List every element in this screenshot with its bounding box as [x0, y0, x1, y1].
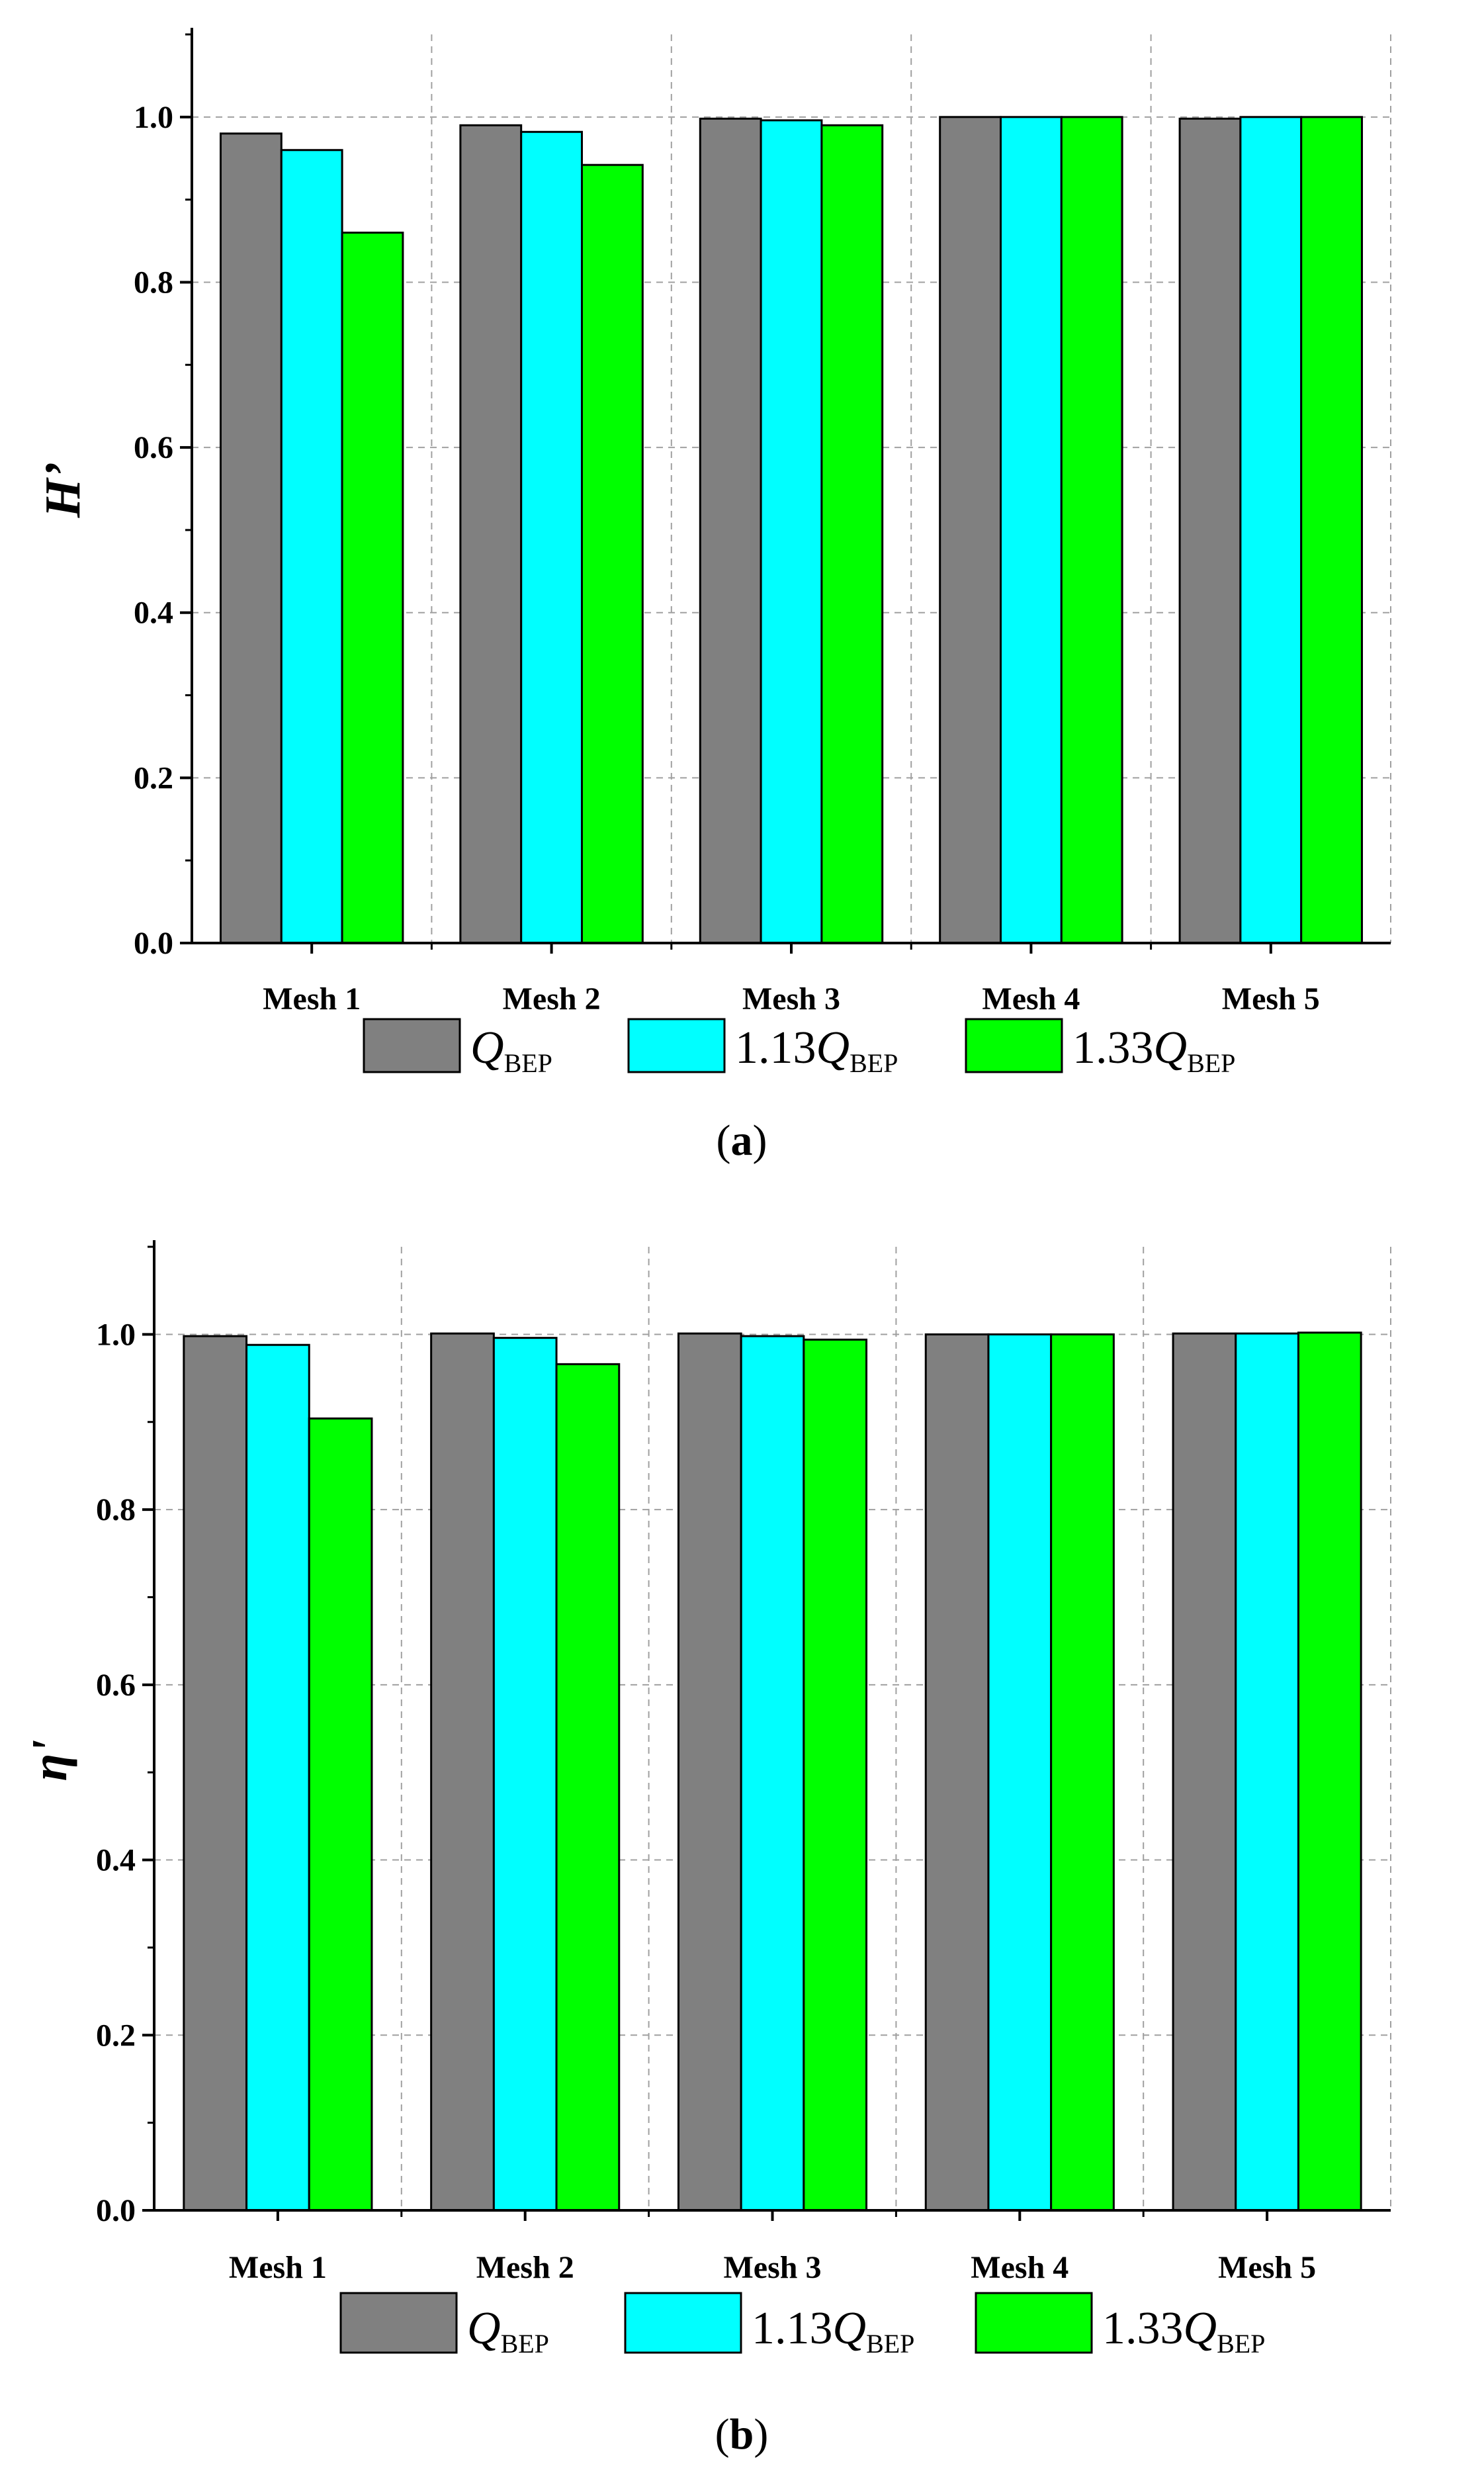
x-tick-label: Mesh 4 — [982, 981, 1080, 1016]
bar-Q_BEP-mesh-1 — [183, 1335, 248, 2212]
y-tick-label: 0.4 — [134, 596, 173, 631]
legend-swatch — [339, 2292, 458, 2354]
bar-133Q_BEP-mesh-2 — [555, 1363, 621, 2212]
y-tick-label: 0.6 — [96, 1668, 136, 1703]
legend-item: QBEP — [363, 1018, 552, 1078]
legend-item: QBEP — [339, 2292, 549, 2359]
bar-133Q_BEP-mesh-5 — [1300, 116, 1364, 944]
y-tick-label: 0.6 — [134, 430, 173, 465]
y-tick-label: 0.0 — [96, 2193, 136, 2228]
bar-Q_BEP-mesh-3 — [699, 117, 762, 944]
legend-label: 1.13QBEP — [735, 1022, 898, 1078]
axes: 0.0 0.2 0.4 0.6 0.8 1.0 Mesh 1 Mesh 2 Mesh 3 Mesh… — [134, 28, 1391, 1016]
legend-swatch — [363, 1018, 461, 1073]
legend-item: 1.13QBEP — [624, 2292, 914, 2359]
bar-Q_BEP-mesh-2 — [430, 1332, 495, 2212]
legend-label: 1.13QBEP — [752, 2303, 914, 2359]
bar-133Q_BEP-mesh-1 — [341, 232, 404, 944]
x-tick-label: Mesh 1 — [229, 2250, 327, 2285]
y-tick-label: 0.4 — [96, 1843, 136, 1878]
legend-label: QBEP — [467, 2303, 549, 2359]
bar-133Q_BEP-mesh-2 — [581, 163, 644, 944]
bar-113Q_BEP-mesh-5 — [1239, 116, 1303, 944]
bar-133Q_BEP-mesh-3 — [803, 1338, 868, 2212]
x-tick-label: Mesh 5 — [1218, 2250, 1316, 2285]
legend-item: 1.33QBEP — [975, 2292, 1265, 2359]
x-tick-label: Mesh 3 — [742, 981, 840, 1016]
bar-113Q_BEP-mesh-1 — [280, 149, 343, 944]
chart-panel-b: 0.0 0.2 0.4 0.6 0.8 1.0 Mesh 1 Mesh 2 Mesh 3 Mesh… — [22, 1240, 1391, 2458]
y-tick-label: 0.8 — [96, 1492, 136, 1527]
bar-133Q_BEP-mesh-5 — [1297, 1331, 1362, 2212]
legend-swatch — [975, 2292, 1093, 2354]
x-tick-label: Mesh 5 — [1222, 981, 1320, 1016]
legend: QBEP 1.13QBEP 1.33QBEP — [339, 2292, 1265, 2359]
x-tick-label: Mesh 4 — [971, 2250, 1069, 2285]
y-axis-title: η' — [22, 1740, 77, 1782]
chart-panel-a: 0.0 0.2 0.4 0.6 0.8 1.0 Mesh 1 Mesh 2 Mesh 3 Mesh… — [35, 28, 1391, 1165]
bar-113Q_BEP-mesh-4 — [999, 116, 1063, 944]
y-tick-label: 0.8 — [134, 265, 173, 300]
x-tick-label: Mesh 2 — [503, 981, 601, 1016]
legend-swatch — [965, 1018, 1063, 1073]
axes: 0.0 0.2 0.4 0.6 0.8 1.0 Mesh 1 Mesh 2 Mesh 3 Mesh… — [96, 1240, 1391, 2285]
bar-Q_BEP-mesh-5 — [1178, 117, 1242, 944]
bar-113Q_BEP-mesh-2 — [520, 130, 584, 944]
legend-label: 1.33QBEP — [1072, 1022, 1235, 1078]
bar-Q_BEP-mesh-5 — [1172, 1332, 1237, 2212]
y-tick-label: 1.0 — [96, 1317, 136, 1352]
y-tick-label: 0.0 — [134, 926, 173, 961]
bar-Q_BEP-mesh-4 — [939, 116, 1002, 944]
bar-Q_BEP-mesh-2 — [459, 124, 523, 944]
bar-133Q_BEP-mesh-4 — [1050, 1333, 1115, 2212]
bar-Q_BEP-mesh-3 — [677, 1332, 742, 2212]
y-tick-label: 0.2 — [134, 760, 173, 795]
panel-caption: (a) — [717, 1116, 767, 1165]
bar-113Q_BEP-mesh-5 — [1235, 1332, 1299, 2212]
bar-113Q_BEP-mesh-3 — [760, 119, 823, 944]
x-tick-label: Mesh 3 — [724, 2250, 822, 2285]
bar-113Q_BEP-mesh-1 — [245, 1343, 310, 2212]
y-axis-title: H’ — [35, 462, 91, 518]
bar-113Q_BEP-mesh-3 — [740, 1335, 805, 2212]
bar-113Q_BEP-mesh-4 — [987, 1333, 1053, 2212]
y-tick-label: 0.2 — [96, 2018, 136, 2053]
legend-swatch — [627, 1018, 726, 1073]
bar-133Q_BEP-mesh-1 — [308, 1417, 373, 2212]
legend-item: 1.13QBEP — [627, 1018, 898, 1078]
legend-item: 1.33QBEP — [965, 1018, 1235, 1078]
y-tick-label: 1.0 — [134, 100, 173, 135]
x-tick-label: Mesh 2 — [476, 2250, 574, 2285]
bar-Q_BEP-mesh-4 — [924, 1333, 990, 2212]
legend: QBEP 1.13QBEP 1.33QBEP — [363, 1018, 1235, 1078]
bar-113Q_BEP-mesh-2 — [492, 1337, 558, 2212]
bar-Q_BEP-mesh-1 — [219, 132, 283, 944]
bar-133Q_BEP-mesh-4 — [1060, 116, 1123, 944]
x-tick-label: Mesh 1 — [263, 981, 361, 1016]
legend-label: 1.33QBEP — [1102, 2303, 1265, 2359]
bars — [183, 1331, 1362, 2212]
legend-swatch — [624, 2292, 742, 2354]
panel-caption: (b) — [715, 2410, 769, 2458]
bar-133Q_BEP-mesh-3 — [820, 124, 884, 944]
legend-label: QBEP — [470, 1022, 552, 1078]
bars — [219, 116, 1364, 944]
